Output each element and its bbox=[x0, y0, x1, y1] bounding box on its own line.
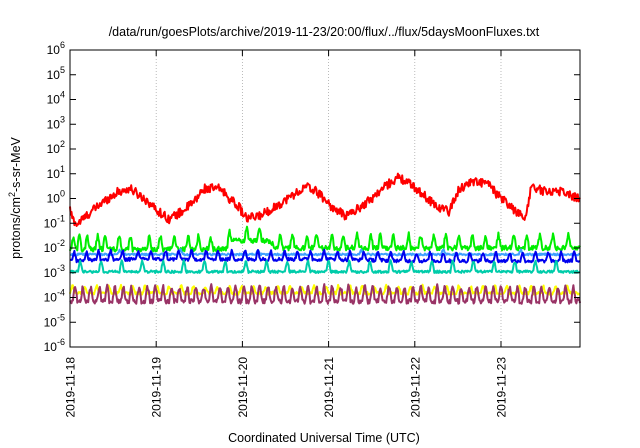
y-tick-label: 104 bbox=[47, 90, 65, 107]
x-tick-label: 2019-11-18 bbox=[64, 357, 78, 418]
y-tick-label: 10-5 bbox=[44, 312, 65, 329]
x-tick-label: 2019-11-23 bbox=[494, 357, 508, 418]
x-tick-label: 2019-11-21 bbox=[322, 357, 336, 418]
series-line-7 bbox=[69, 283, 581, 305]
x-axis: 2019-11-18 2019-11-19 2019-11-20 2019-11-21… bbox=[64, 50, 508, 418]
y-tick-label: 10-6 bbox=[44, 337, 65, 354]
y-tick-label: 10-3 bbox=[44, 263, 65, 280]
y-tick-label: 10-1 bbox=[44, 213, 65, 230]
x-tick-label: 2019-11-20 bbox=[236, 357, 250, 418]
series-lines bbox=[69, 172, 581, 305]
series-line-5 bbox=[69, 259, 581, 274]
y-axis: 10-6 10-5 10-4 10-3 10-2 10-1 100 101 102 103 104 1… bbox=[44, 40, 580, 354]
y-tick-label: 106 bbox=[47, 40, 65, 57]
y-tick-label: 10-2 bbox=[44, 238, 65, 255]
y-tick-label: 100 bbox=[47, 189, 65, 206]
series-line-2 bbox=[69, 225, 581, 253]
x-tick-label: 2019-11-22 bbox=[408, 357, 422, 418]
y-tick-label: 10-4 bbox=[44, 288, 65, 305]
y-axis-label-sup: 2 bbox=[7, 192, 17, 197]
y-tick-label: 105 bbox=[47, 65, 65, 82]
y-tick-label: 101 bbox=[47, 164, 65, 181]
y-tick-label: 103 bbox=[47, 114, 65, 131]
series-line-1 bbox=[69, 172, 581, 227]
y-axis-label-base: protons/cm bbox=[9, 197, 23, 259]
y-tick-label: 102 bbox=[47, 139, 65, 156]
x-tick-label: 2019-11-19 bbox=[150, 357, 164, 418]
y-axis-label: protons/cm2-s-sr-MeV bbox=[7, 136, 23, 258]
x-axis-label: Coordinated Universal Time (UTC) bbox=[228, 431, 420, 445]
chart-title: /data/run/goesPlots/archive/2019-11-23/2… bbox=[109, 25, 540, 39]
series-line-4 bbox=[69, 248, 581, 264]
y-axis-label-rest: -s-sr-MeV bbox=[9, 136, 23, 192]
